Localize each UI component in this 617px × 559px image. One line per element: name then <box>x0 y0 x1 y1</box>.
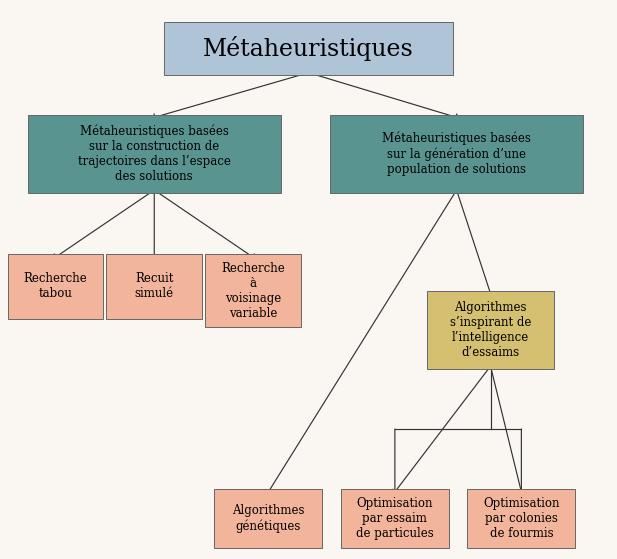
Text: Algorithmes
s’inspirant de
l’intelligence
d’essaims: Algorithmes s’inspirant de l’intelligenc… <box>450 301 531 359</box>
FancyBboxPatch shape <box>468 489 575 548</box>
FancyBboxPatch shape <box>341 489 449 548</box>
Text: Métaheuristiques basées
sur la génération d’une
population de solutions: Métaheuristiques basées sur la génératio… <box>382 132 531 176</box>
FancyBboxPatch shape <box>330 115 583 193</box>
FancyBboxPatch shape <box>215 489 322 548</box>
Text: Métaheuristiques: Métaheuristiques <box>203 36 414 61</box>
FancyBboxPatch shape <box>164 22 453 75</box>
FancyBboxPatch shape <box>427 291 553 369</box>
FancyBboxPatch shape <box>106 254 202 319</box>
Text: Optimisation
par colonies
de fourmis: Optimisation par colonies de fourmis <box>483 497 560 540</box>
Text: Recuit
simulé: Recuit simulé <box>135 272 174 301</box>
FancyBboxPatch shape <box>28 115 281 193</box>
FancyBboxPatch shape <box>7 254 104 319</box>
Text: Métaheuristiques basées
sur la construction de
trajectoires dans l’espace
des so: Métaheuristiques basées sur la construct… <box>78 125 231 183</box>
Text: Recherche
à
voisinage
variable: Recherche à voisinage variable <box>221 262 285 320</box>
Text: Algorithmes
génétiques: Algorithmes génétiques <box>232 504 305 533</box>
Text: Optimisation
par essaim
de particules: Optimisation par essaim de particules <box>356 497 434 540</box>
FancyBboxPatch shape <box>205 254 300 327</box>
Text: Recherche
tabou: Recherche tabou <box>23 272 88 301</box>
